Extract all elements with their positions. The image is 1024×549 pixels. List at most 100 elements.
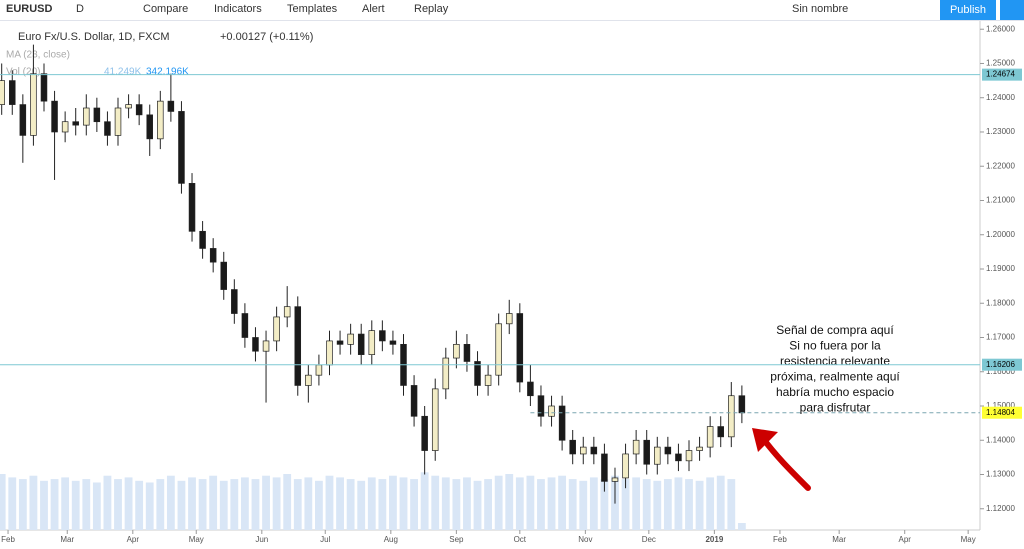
symbol[interactable]: EURUSD [6, 3, 53, 15]
volume-bar [526, 475, 535, 530]
price-label-bg [982, 406, 1022, 419]
annotation-line: Señal de compra aquí [776, 323, 894, 337]
price-label: 1.16206 [986, 360, 1015, 369]
annotation-line: para disfrutar [800, 401, 871, 415]
y-tick-label: 1.12000 [986, 504, 1015, 513]
candle-body [516, 313, 524, 383]
candle-body [188, 183, 196, 232]
candle-body [262, 340, 270, 352]
volume-bar [410, 479, 418, 530]
candle-body [410, 385, 418, 417]
vol-ma-value: 342.196K [146, 67, 189, 78]
interval[interactable]: D [76, 3, 84, 15]
y-tick-label: 1.19000 [986, 264, 1015, 273]
candle-body [431, 388, 439, 451]
vol-value: 41.249K [104, 67, 142, 78]
candle-body [601, 453, 608, 482]
replay[interactable]: Replay [414, 3, 449, 15]
ma-legend: MA (23, close) [6, 50, 70, 61]
candle-body [484, 374, 492, 386]
play-button[interactable] [1000, 0, 1024, 20]
vol-legend: Vol (20) [6, 67, 40, 78]
y-tick-label: 1.26000 [986, 24, 1015, 33]
volume-bar [177, 480, 186, 530]
candle-body [157, 100, 164, 140]
candle-body [178, 111, 185, 184]
candle-body [104, 121, 111, 136]
candle-body [696, 446, 703, 451]
x-tick-label: Nov [578, 535, 592, 544]
volume-bar [145, 482, 154, 530]
candle-body [505, 313, 513, 325]
volume-bar [706, 477, 715, 530]
y-tick-label: 1.15000 [986, 401, 1015, 410]
x-tick-label: Dec [642, 535, 656, 544]
volume-bar [166, 475, 175, 530]
candle-body [357, 333, 365, 355]
volume-bar [367, 477, 376, 530]
volume-bar [695, 480, 704, 530]
volume-bar [92, 482, 101, 530]
publish[interactable]: Publish [940, 0, 996, 20]
volume-bar [663, 479, 672, 530]
x-tick-label: Aug [384, 535, 398, 544]
y-tick-label: 1.22000 [986, 161, 1015, 170]
volume-bar [82, 479, 91, 530]
volume-bar [621, 479, 630, 530]
candle-body [61, 121, 69, 133]
volume-bar [463, 477, 471, 530]
layout-name[interactable]: Sin nombre [792, 3, 849, 15]
volume-bar [262, 475, 270, 530]
volume-bar [135, 480, 144, 530]
volume-bar [325, 475, 334, 530]
candle-body [463, 343, 471, 362]
volume-bar [357, 480, 366, 530]
y-tick-label: 1.23000 [986, 127, 1015, 136]
compare[interactable]: Compare [143, 3, 189, 15]
x-tick-label: Feb [1, 535, 15, 544]
candle-body [527, 381, 534, 397]
templates[interactable]: Templates [287, 3, 338, 15]
volume-bar [653, 480, 662, 530]
annotation-line: Si no fuera por la [789, 339, 881, 353]
volume-bar [346, 479, 355, 530]
y-tick-label: 1.24000 [986, 93, 1015, 102]
volume-bar [494, 475, 503, 530]
volume-bar [40, 480, 48, 530]
candle-body [569, 439, 576, 455]
candle-body [220, 261, 228, 290]
volume-bar [198, 479, 207, 530]
candle-body [728, 395, 735, 438]
candle-body [252, 337, 259, 352]
x-tick-label: Mar [832, 535, 846, 544]
volume-bar [156, 479, 165, 530]
x-tick-label: Jul [320, 535, 330, 544]
volume-bar [272, 477, 281, 530]
candle-body [675, 453, 682, 462]
volume-bar [441, 477, 450, 530]
indicators[interactable]: Indicators [214, 3, 262, 15]
candle-body [146, 114, 153, 140]
volume-bar [420, 472, 429, 530]
volume-bar [240, 477, 249, 530]
annotation-line: habría mucho espacio [776, 385, 894, 399]
x-tick-label: Sep [449, 535, 464, 544]
change: +0.00127 (+0.11%) [220, 31, 313, 43]
volume-bar [589, 477, 598, 530]
volume-bar [642, 479, 651, 530]
volume-bar [727, 479, 736, 530]
volume-bar [431, 475, 440, 530]
candle-body [51, 100, 58, 133]
alert[interactable]: Alert [362, 3, 385, 15]
x-tick-label: Jun [255, 535, 268, 544]
candle-body [685, 450, 693, 462]
volume-bar [547, 477, 556, 530]
candle-body [241, 313, 249, 338]
price-label: 1.14804 [986, 408, 1015, 417]
volume-bar [399, 477, 408, 530]
volume-bar [114, 479, 122, 530]
volume-bar [484, 479, 493, 530]
volume-bar [685, 479, 693, 530]
y-tick-label: 1.20000 [986, 230, 1015, 239]
